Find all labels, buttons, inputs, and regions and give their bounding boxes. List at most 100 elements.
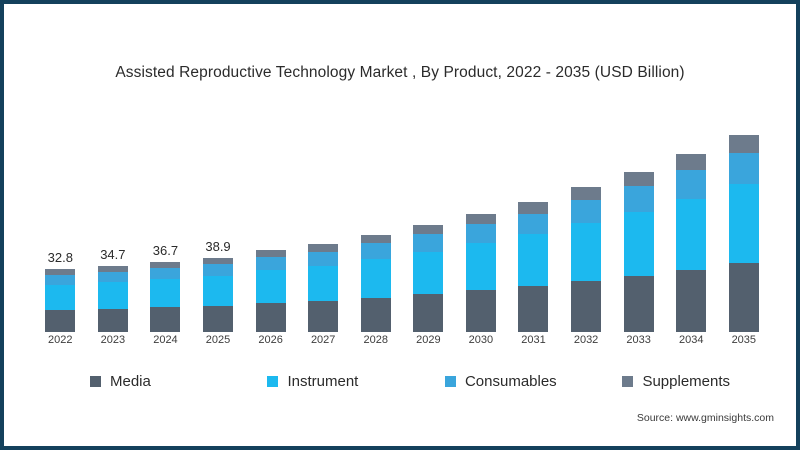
bar-segment-consumables[interactable] bbox=[728, 152, 759, 185]
bar-segment-supplements[interactable] bbox=[571, 186, 602, 200]
legend-item-instrument[interactable]: Instrument bbox=[267, 373, 444, 390]
bar-column[interactable] bbox=[244, 104, 297, 332]
bar-segment-consumables[interactable] bbox=[623, 185, 654, 212]
bar-segment-instrument[interactable] bbox=[150, 279, 181, 308]
bar-segment-instrument[interactable] bbox=[360, 258, 391, 298]
bar-segment-media[interactable] bbox=[255, 303, 286, 332]
bar-segment-instrument[interactable] bbox=[255, 270, 286, 304]
bar-segment-media[interactable] bbox=[518, 286, 549, 332]
bar-segment-instrument[interactable] bbox=[97, 282, 128, 309]
bar-segment-media[interactable] bbox=[728, 262, 759, 332]
bar-segment-consumables[interactable] bbox=[45, 275, 76, 286]
bar-segment-instrument[interactable] bbox=[45, 285, 76, 311]
bar-segment-supplements[interactable] bbox=[518, 202, 549, 214]
bar-segment-supplements[interactable] bbox=[45, 269, 76, 276]
legend-swatch-icon bbox=[622, 375, 634, 387]
bar-stack[interactable] bbox=[308, 244, 339, 332]
bar-segment-supplements[interactable] bbox=[465, 213, 496, 225]
legend-item-supplements[interactable]: Supplements bbox=[622, 373, 730, 390]
bar-segment-supplements[interactable] bbox=[728, 135, 759, 153]
bar-stack[interactable] bbox=[623, 171, 654, 332]
bar-column[interactable] bbox=[560, 104, 613, 332]
bar-segment-supplements[interactable] bbox=[150, 261, 181, 269]
bar-segment-instrument[interactable] bbox=[728, 184, 759, 263]
bar-segment-consumables[interactable] bbox=[97, 271, 128, 283]
bar-segment-instrument[interactable] bbox=[571, 223, 602, 282]
bar-column[interactable]: 36.7 bbox=[139, 104, 192, 332]
bar-stack[interactable] bbox=[203, 257, 234, 332]
bar-stack[interactable] bbox=[728, 135, 759, 332]
bar-column[interactable] bbox=[612, 104, 665, 332]
bar-segment-media[interactable] bbox=[571, 281, 602, 332]
bar-segment-media[interactable] bbox=[623, 275, 654, 332]
bar-segment-consumables[interactable] bbox=[203, 264, 234, 277]
bar-stack[interactable] bbox=[676, 154, 707, 332]
bar-segment-instrument[interactable] bbox=[413, 251, 444, 295]
bar-segment-media[interactable] bbox=[360, 297, 391, 332]
bar-segment-supplements[interactable] bbox=[623, 171, 654, 186]
bar-segment-instrument[interactable] bbox=[518, 234, 549, 287]
bar-stack[interactable] bbox=[45, 269, 76, 332]
x-axis-tick-2025: 2025 bbox=[205, 334, 231, 346]
x-axis-tick-2035: 2035 bbox=[731, 334, 757, 346]
bar-segment-supplements[interactable] bbox=[308, 244, 339, 252]
bar-stack[interactable] bbox=[255, 249, 286, 332]
bar-segment-consumables[interactable] bbox=[676, 170, 707, 199]
x-axis-tick-2032: 2032 bbox=[573, 334, 599, 346]
bar-stack[interactable] bbox=[360, 234, 391, 332]
bar-segment-consumables[interactable] bbox=[413, 234, 444, 252]
x-axis-tick-2026: 2026 bbox=[258, 334, 283, 346]
bar-segment-consumables[interactable] bbox=[255, 257, 286, 271]
bar-segment-media[interactable] bbox=[676, 269, 707, 332]
bar-segment-instrument[interactable] bbox=[676, 198, 707, 270]
bar-segment-media[interactable] bbox=[465, 290, 496, 332]
bar-segment-instrument[interactable] bbox=[203, 276, 234, 306]
source-attribution: Source: www.gminsights.com bbox=[636, 412, 774, 424]
bar-segment-media[interactable] bbox=[150, 307, 181, 332]
bar-segment-consumables[interactable] bbox=[150, 268, 181, 280]
bar-column[interactable]: 34.7 bbox=[87, 104, 140, 332]
bar-segment-consumables[interactable] bbox=[360, 243, 391, 259]
bar-segment-media[interactable] bbox=[97, 308, 128, 332]
bar-stack[interactable] bbox=[97, 265, 128, 332]
bar-segment-media[interactable] bbox=[413, 294, 444, 332]
bar-segment-supplements[interactable] bbox=[360, 234, 391, 244]
bar-segment-consumables[interactable] bbox=[571, 199, 602, 223]
bar-column[interactable]: 32.8 bbox=[34, 104, 87, 332]
x-axis-tick-2030: 2030 bbox=[468, 334, 494, 346]
bar-column[interactable] bbox=[507, 104, 560, 332]
bar-stack[interactable] bbox=[571, 186, 602, 332]
bar-segment-supplements[interactable] bbox=[97, 265, 128, 272]
bar-segment-consumables[interactable] bbox=[308, 251, 339, 266]
legend-label: Supplements bbox=[642, 372, 731, 390]
bar-column[interactable] bbox=[455, 104, 508, 332]
bar-column[interactable]: 38.9 bbox=[192, 104, 245, 332]
bar-stack[interactable] bbox=[413, 225, 444, 332]
bar-stack[interactable] bbox=[465, 213, 496, 332]
bar-segment-instrument[interactable] bbox=[465, 243, 496, 291]
bar-segment-instrument[interactable] bbox=[308, 265, 339, 302]
bar-column[interactable] bbox=[718, 104, 771, 332]
bar-value-label: 38.9 bbox=[205, 238, 231, 254]
chart-title: Assisted Reproductive Technology Market … bbox=[115, 64, 685, 81]
bar-segment-media[interactable] bbox=[45, 310, 76, 332]
bar-segment-supplements[interactable] bbox=[676, 154, 707, 171]
bar-segment-consumables[interactable] bbox=[465, 224, 496, 244]
legend-item-consumables[interactable]: Consumables bbox=[444, 373, 622, 390]
bar-segment-supplements[interactable] bbox=[413, 225, 444, 235]
bar-segment-media[interactable] bbox=[308, 301, 339, 332]
bar-segment-media[interactable] bbox=[203, 305, 234, 332]
bar-segment-consumables[interactable] bbox=[518, 213, 549, 235]
bar-segment-supplements[interactable] bbox=[203, 257, 234, 265]
bar-segment-instrument[interactable] bbox=[623, 211, 654, 276]
legend-swatch-icon bbox=[267, 375, 279, 387]
bar-column[interactable] bbox=[349, 104, 402, 332]
legend-item-media[interactable]: Media bbox=[90, 373, 267, 390]
bar-column[interactable] bbox=[665, 104, 718, 332]
bar-column[interactable] bbox=[297, 104, 350, 332]
bar-stack[interactable] bbox=[518, 202, 549, 332]
bar-segment-supplements[interactable] bbox=[255, 249, 286, 258]
bar-stack[interactable] bbox=[150, 261, 181, 332]
bar-column[interactable] bbox=[402, 104, 455, 332]
x-axis-tick-2029: 2029 bbox=[416, 334, 441, 346]
